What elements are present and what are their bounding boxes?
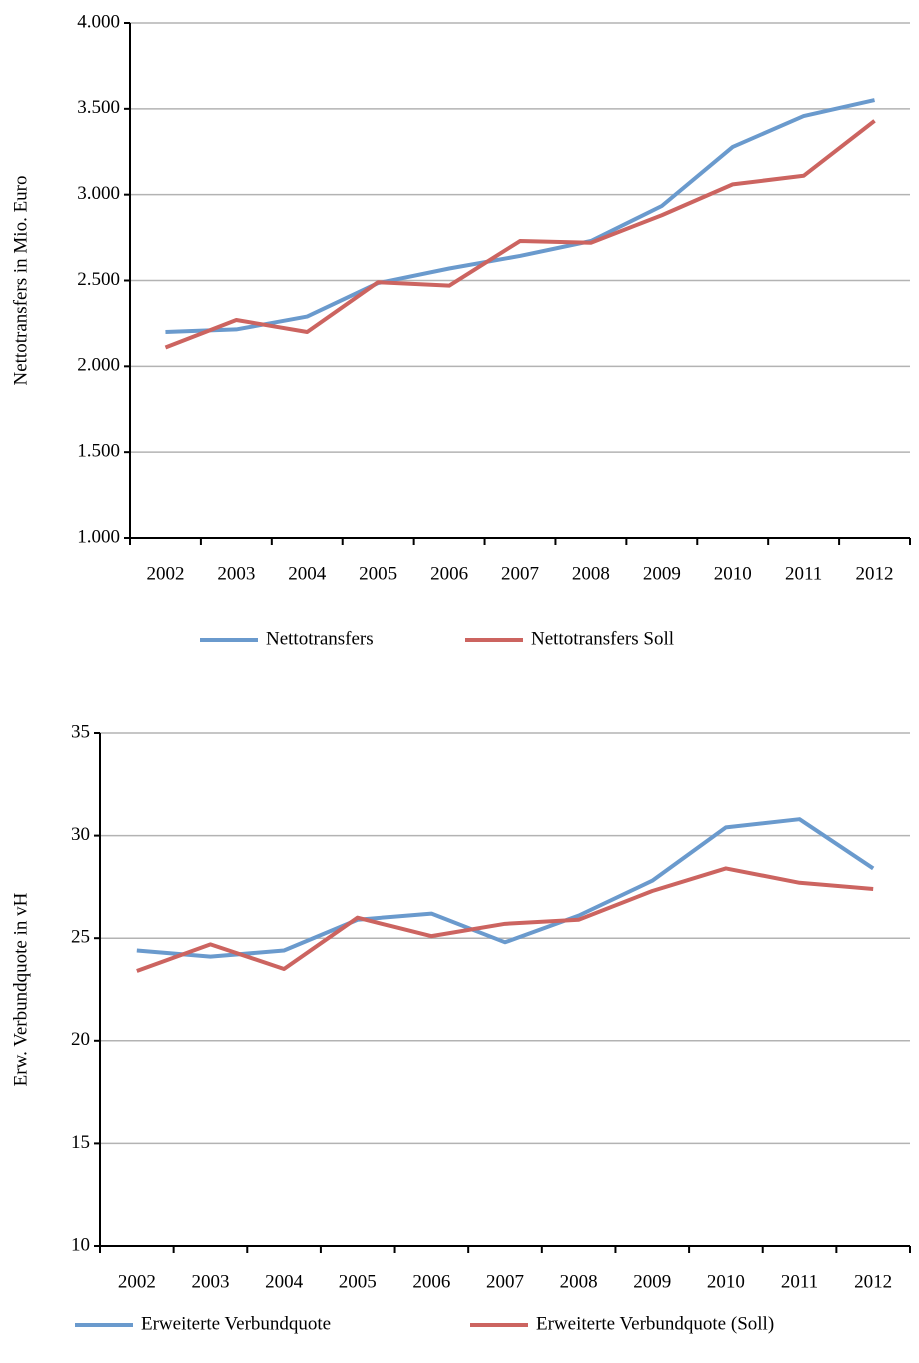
series-line <box>136 866 874 973</box>
series-line <box>136 817 875 959</box>
y-tick-label: 4.000 <box>77 11 120 32</box>
y-axis-label: Nettotransfers in Mio. Euro <box>10 175 31 385</box>
legend-label: Nettotransfers Soll <box>531 628 674 649</box>
legend-label: Nettotransfers <box>266 628 374 649</box>
y-tick-label: 1.500 <box>77 441 120 462</box>
y-tick-label: 25 <box>71 927 90 948</box>
y-tick-label: 10 <box>71 1234 90 1255</box>
x-tick-label: 2011 <box>785 563 822 584</box>
x-tick-label: 2002 <box>118 1271 156 1292</box>
x-tick-label: 2012 <box>856 563 894 584</box>
x-tick-label: 2012 <box>854 1271 892 1292</box>
x-tick-label: 2003 <box>191 1271 229 1292</box>
x-tick-label: 2009 <box>633 1271 671 1292</box>
x-tick-label: 2011 <box>781 1271 818 1292</box>
y-tick-label: 30 <box>71 824 90 845</box>
y-tick-label: 20 <box>71 1029 90 1050</box>
y-tick-label: 15 <box>71 1132 90 1153</box>
x-tick-label: 2002 <box>146 563 184 584</box>
legend-label: Erweiterte Verbundquote <box>141 1313 331 1334</box>
x-tick-label: 2009 <box>643 563 681 584</box>
series-line <box>164 119 876 350</box>
x-tick-label: 2007 <box>501 563 539 584</box>
x-tick-label: 2006 <box>412 1271 450 1292</box>
y-tick-label: 2.000 <box>77 355 120 376</box>
legend-label: Erweiterte Verbundquote (Soll) <box>536 1313 774 1334</box>
x-tick-label: 2003 <box>217 563 255 584</box>
x-tick-label: 2010 <box>707 1271 745 1292</box>
x-tick-label: 2004 <box>288 563 327 584</box>
y-tick-label: 3.500 <box>77 97 120 118</box>
series-line <box>165 98 875 334</box>
y-axis-label: Erw. Verbundquote in vH <box>10 892 31 1086</box>
x-tick-label: 2010 <box>714 563 752 584</box>
y-tick-label: 2.500 <box>77 269 120 290</box>
x-tick-label: 2006 <box>430 563 468 584</box>
x-tick-label: 2008 <box>560 1271 598 1292</box>
x-tick-label: 2008 <box>572 563 610 584</box>
y-tick-label: 3.000 <box>77 183 120 204</box>
x-tick-label: 2007 <box>486 1271 524 1292</box>
x-tick-label: 2005 <box>339 1271 377 1292</box>
y-tick-label: 1.000 <box>77 526 120 547</box>
y-tick-label: 35 <box>71 721 90 742</box>
x-tick-label: 2005 <box>359 563 397 584</box>
x-tick-label: 2004 <box>265 1271 304 1292</box>
